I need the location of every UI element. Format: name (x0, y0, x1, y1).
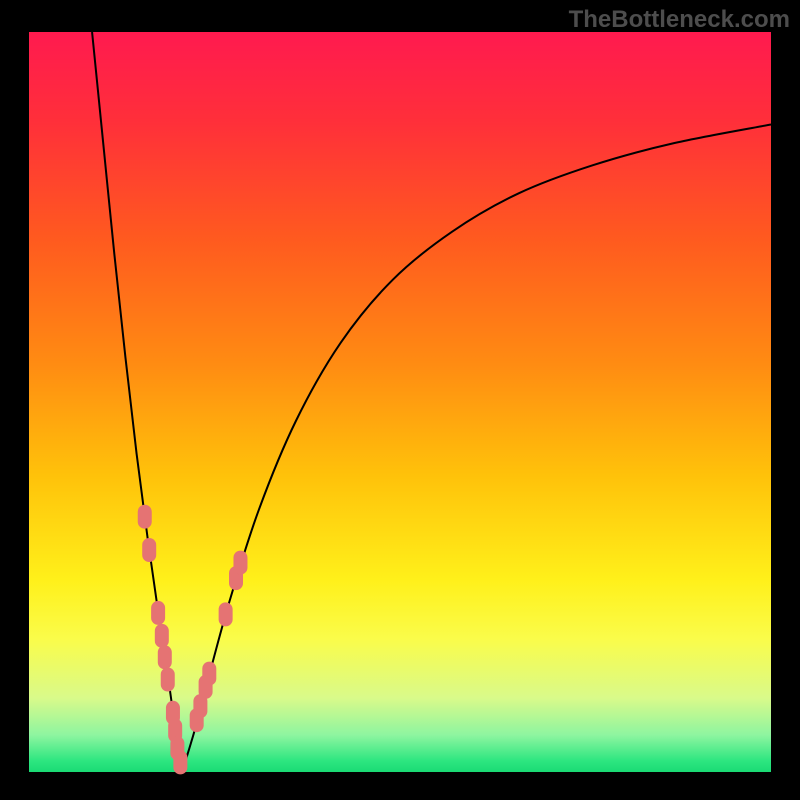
curve-layer (29, 32, 771, 772)
data-marker (173, 750, 187, 774)
attribution-text: TheBottleneck.com (569, 6, 790, 34)
data-marker (161, 668, 175, 692)
data-marker (142, 538, 156, 562)
plot-area (29, 32, 771, 772)
bottleneck-curve (92, 32, 771, 770)
data-marker (151, 601, 165, 625)
data-marker (138, 505, 152, 529)
data-marker (233, 551, 247, 575)
data-marker (155, 624, 169, 648)
data-marker (202, 662, 216, 686)
chart-root: TheBottleneck.com (0, 0, 800, 800)
data-marker (219, 602, 233, 626)
data-marker (158, 645, 172, 669)
